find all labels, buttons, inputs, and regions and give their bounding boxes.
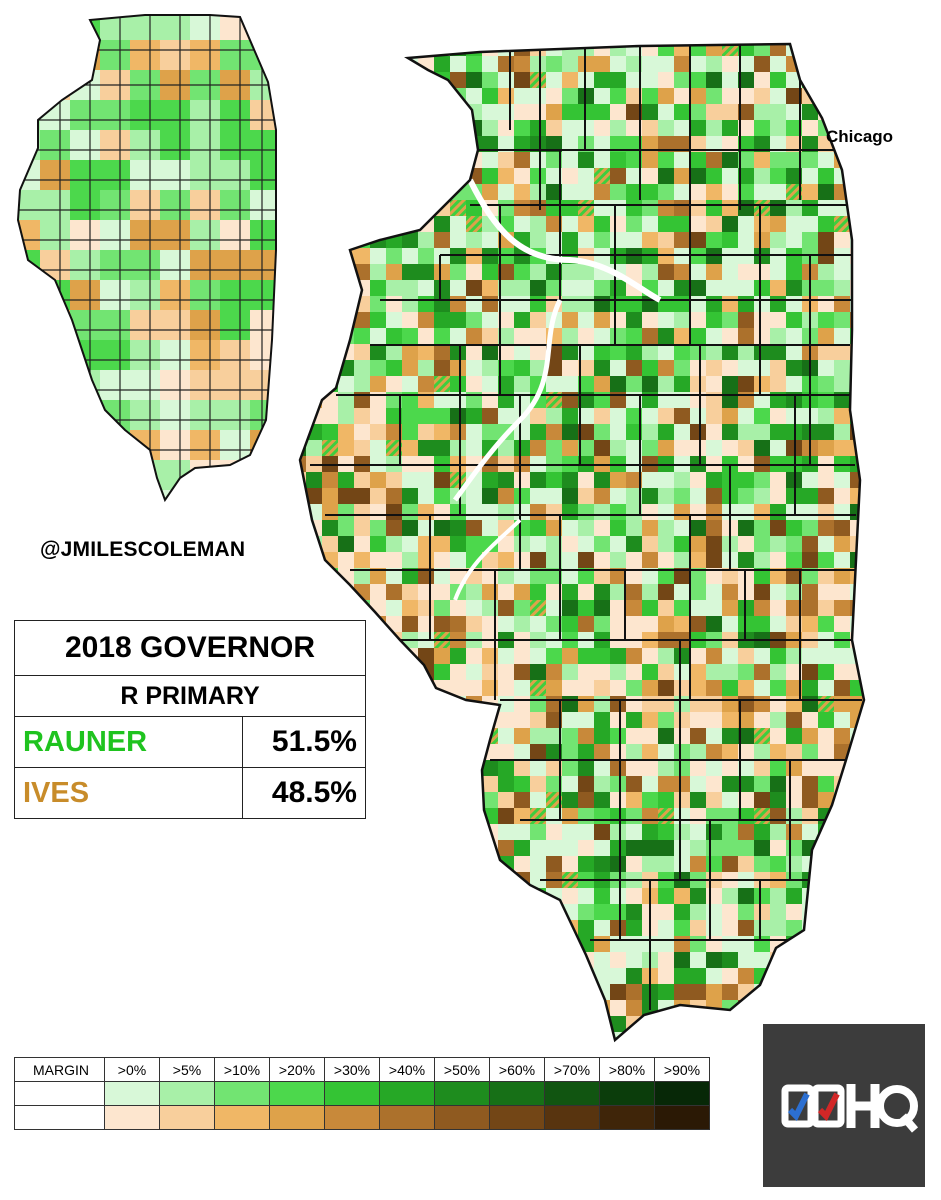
candidate-name-ives: IVES (14, 767, 243, 819)
legend-swatch-rauner (104, 1081, 160, 1106)
legend-swatch-rauner (214, 1081, 270, 1106)
county-boundaries (310, 45, 862, 1010)
results-table: 2018 GOVERNOR R PRIMARY RAUNER 51.5% IVE… (14, 620, 366, 819)
legend-swatch-ives (104, 1105, 160, 1130)
candidate-pct-ives: 48.5% (242, 767, 366, 819)
legend-row-rauner-blank (14, 1081, 105, 1106)
legend-bin-label: >90% (654, 1057, 710, 1082)
candidate-pct-rauner: 51.5% (242, 716, 366, 768)
illinois-outline-small (16, 14, 277, 503)
legend-bin-label: >20% (269, 1057, 325, 1082)
legend-bin-label: >30% (324, 1057, 380, 1082)
legend-swatch-ives (324, 1105, 380, 1130)
legend-swatch-rauner (159, 1081, 215, 1106)
legend-swatch-ives (544, 1105, 600, 1130)
legend-row-ives-blank (14, 1105, 105, 1130)
legend-swatch-rauner (599, 1081, 655, 1106)
legend-bin-label: >40% (379, 1057, 435, 1082)
legend-bin-label: >0% (104, 1057, 160, 1082)
precinct-map (300, 44, 864, 1040)
legend-bin-label: >10% (214, 1057, 270, 1082)
red-check-icon (817, 1092, 840, 1122)
legend-swatch-rauner (489, 1081, 545, 1106)
legend-bin-label: >80% (599, 1057, 655, 1082)
legend-swatch-ives (489, 1105, 545, 1130)
legend-swatch-ives (214, 1105, 270, 1130)
legend-bin-label: >60% (489, 1057, 545, 1082)
illinois-outline-large (298, 42, 866, 1043)
legend-swatch-rauner (379, 1081, 435, 1106)
legend-swatch-rauner (269, 1081, 325, 1106)
legend-swatch-ives (434, 1105, 490, 1130)
margin-legend: MARGIN >0% >5% >10% >20% >30% >40% >50% >60% >70… (14, 1057, 710, 1130)
chicago-label: Chicago (826, 127, 894, 146)
candidate-name-rauner: RAUNER (14, 716, 243, 768)
legend-bin-label: >50% (434, 1057, 490, 1082)
legend-bin-label: >70% (544, 1057, 600, 1082)
legend-swatch-rauner (654, 1081, 710, 1106)
ddhq-logo (763, 1024, 925, 1187)
legend-swatch-rauner (544, 1081, 600, 1106)
legend-swatch-ives (159, 1105, 215, 1130)
blue-check-icon (787, 1092, 810, 1122)
legend-header: MARGIN (14, 1057, 105, 1082)
legend-bin-label: >5% (159, 1057, 215, 1082)
legend-swatch-ives (654, 1105, 710, 1130)
legend-swatch-rauner (324, 1081, 380, 1106)
author-credit: @JMILESCOLEMAN (40, 538, 246, 561)
legend-swatch-ives (269, 1105, 325, 1130)
legend-swatch-ives (599, 1105, 655, 1130)
legend-swatch-rauner (434, 1081, 490, 1106)
legend-swatch-ives (379, 1105, 435, 1130)
results-title: 2018 GOVERNOR (14, 620, 366, 676)
results-subtitle: R PRIMARY (14, 675, 366, 717)
county-map (18, 15, 276, 500)
